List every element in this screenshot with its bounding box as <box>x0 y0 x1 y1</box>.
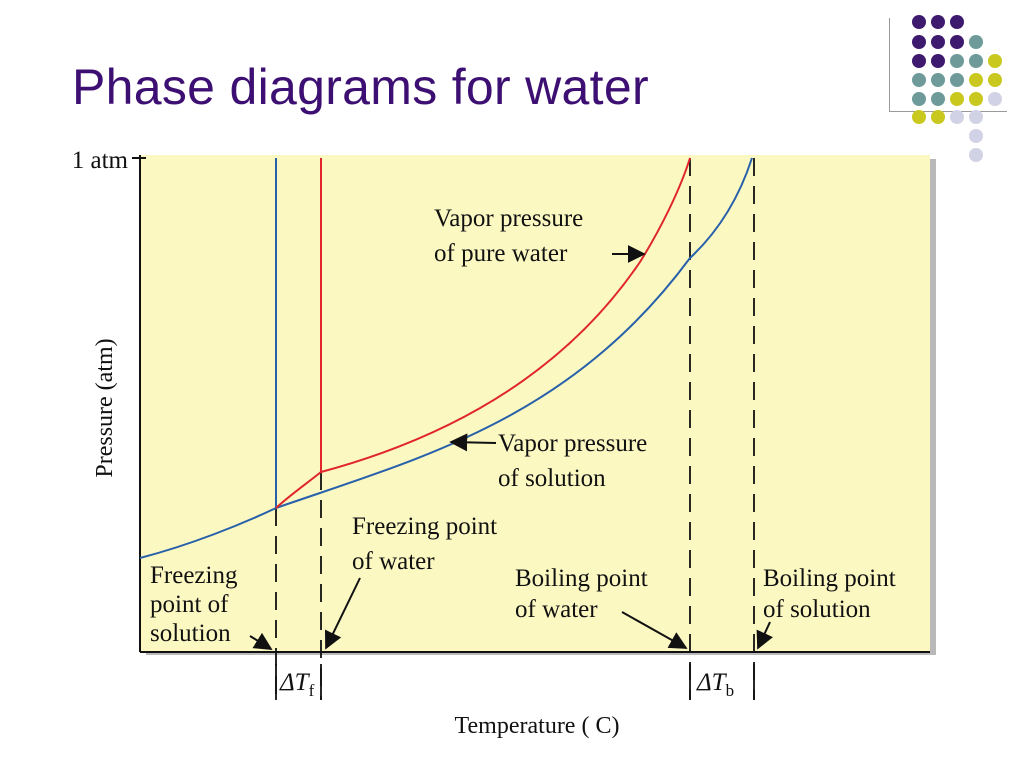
pure-water-vapor-pressure-curve <box>320 157 691 473</box>
plot-area <box>140 155 930 651</box>
label-boiling-water-line2: of water <box>515 596 598 623</box>
label-freezing-solution-line3: solution <box>150 620 231 647</box>
label-vapor-solution-line1: Vapor pressure <box>498 430 647 457</box>
delta-tb-subscript: b <box>726 681 735 700</box>
label-boiling-water-line1: Boiling point <box>515 565 648 592</box>
x-axis-title: Temperature ( C) <box>455 713 620 739</box>
label-boiling-solution-line2: of solution <box>763 596 871 623</box>
label-freezing-water-line1: Freezing point <box>352 513 497 540</box>
label-boiling-solution-line1: Boiling point <box>763 565 896 592</box>
label-freezing-solution-line1: Freezing <box>150 562 238 589</box>
delta-tf-label: ΔTf <box>279 669 315 700</box>
label-vapor-pure-line1: Vapor pressure <box>434 205 583 232</box>
label-vapor-pure-line2: of pure water <box>434 240 568 267</box>
arrow-vapor-solution <box>449 433 497 452</box>
title-divider-vertical <box>889 18 890 112</box>
solution-vapor-pressure-curve <box>139 157 753 559</box>
y-axis-title: Pressure (atm) <box>92 338 118 477</box>
y-axis-tick-label: 1 atm <box>72 147 129 174</box>
delta-tf-symbol: ΔT <box>279 669 311 696</box>
delta-tf-subscript: f <box>309 681 315 700</box>
arrow-boiling-solution <box>756 621 773 650</box>
arrow-freezing-solution <box>249 632 273 650</box>
slide-title: Phase diagrams for water <box>72 59 649 115</box>
title-divider-horizontal <box>889 111 1007 112</box>
arrow-freezing-water <box>324 577 361 650</box>
label-freezing-solution-line2: point of <box>150 591 229 618</box>
label-freezing-water-line2: of water <box>352 548 435 575</box>
delta-tb-symbol: ΔT <box>696 669 728 696</box>
arrow-boiling-water <box>621 611 688 649</box>
label-vapor-solution-line2: of solution <box>498 465 606 492</box>
pure-water-sublimation-curve <box>275 471 322 509</box>
delta-tb-label: ΔTb <box>696 669 734 700</box>
